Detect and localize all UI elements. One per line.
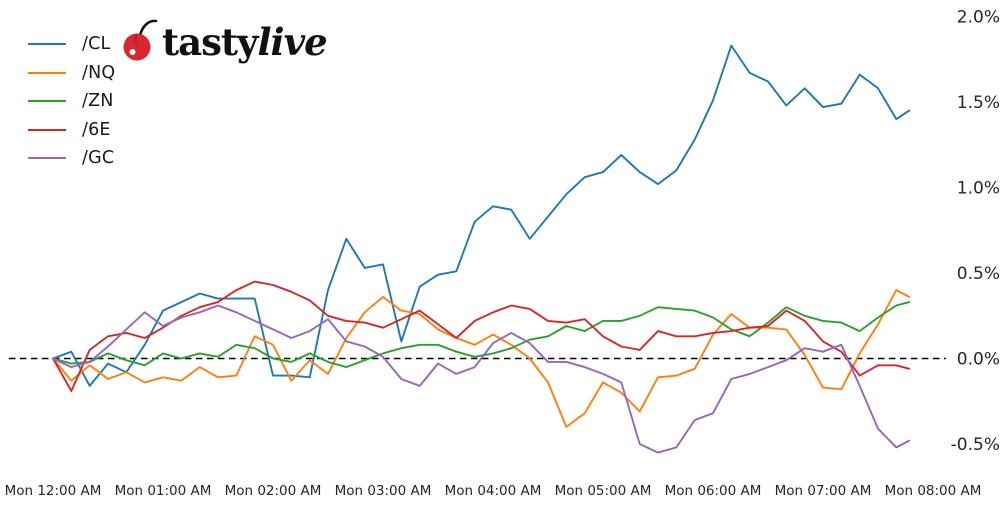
legend-line-swatch: [28, 128, 66, 131]
legend-item-zn: /ZN: [28, 87, 115, 116]
x-tick-label: Mon 03:00 AM: [335, 483, 432, 499]
x-tick-label: Mon 08:00 AM: [885, 483, 982, 499]
legend-label: /ZN: [82, 91, 114, 112]
cherry-icon: [123, 19, 158, 61]
legend-item-gc: /GC: [28, 144, 115, 173]
legend-line-swatch: [28, 71, 66, 74]
legend-label: /CL: [82, 34, 111, 55]
x-tick-label: Mon 06:00 AM: [665, 483, 762, 499]
y-tick-label: 1.5%: [957, 93, 1000, 113]
legend-item-nq: /NQ: [28, 59, 115, 88]
logo-text-tasty: tasty: [162, 20, 258, 64]
y-tick-label: 1.0%: [957, 179, 1000, 199]
x-tick-label: Mon 04:00 AM: [445, 483, 542, 499]
series-line-6e: [52, 280, 911, 392]
y-tick-label: 2.0%: [957, 8, 1000, 28]
x-tick-label: Mon 01:00 AM: [115, 483, 212, 499]
series-line-cl: [52, 44, 911, 387]
series-line-gc: [52, 304, 911, 454]
legend-label: /6E: [82, 119, 111, 140]
legend-item-6e: /6E: [28, 116, 115, 145]
x-tick-label: Mon 12:00 AM: [5, 483, 102, 499]
x-tick-label: Mon 02:00 AM: [225, 483, 322, 499]
y-tick-label: 0.5%: [957, 264, 1000, 284]
logo-wordmark: tastylive: [162, 20, 328, 64]
logo-text-live: live: [257, 20, 328, 64]
series-line-nq: [52, 289, 911, 428]
x-tick-label: Mon 07:00 AM: [775, 483, 872, 499]
y-tick-label: -0.5%: [951, 435, 1000, 455]
y-tick-label: 0.0%: [957, 350, 1000, 370]
legend-line-swatch: [28, 100, 66, 103]
legend-line-swatch: [28, 43, 66, 46]
legend-line-swatch: [28, 157, 66, 160]
legend-label: /GC: [82, 148, 115, 169]
x-tick-label: Mon 05:00 AM: [555, 483, 652, 499]
legend-label: /NQ: [82, 62, 116, 83]
legend-item-cl: /CL: [28, 30, 115, 59]
tastylive-logo: tastylive: [116, 16, 328, 64]
chart-legend: /CL/NQ/ZN/6E/GC: [28, 30, 115, 173]
